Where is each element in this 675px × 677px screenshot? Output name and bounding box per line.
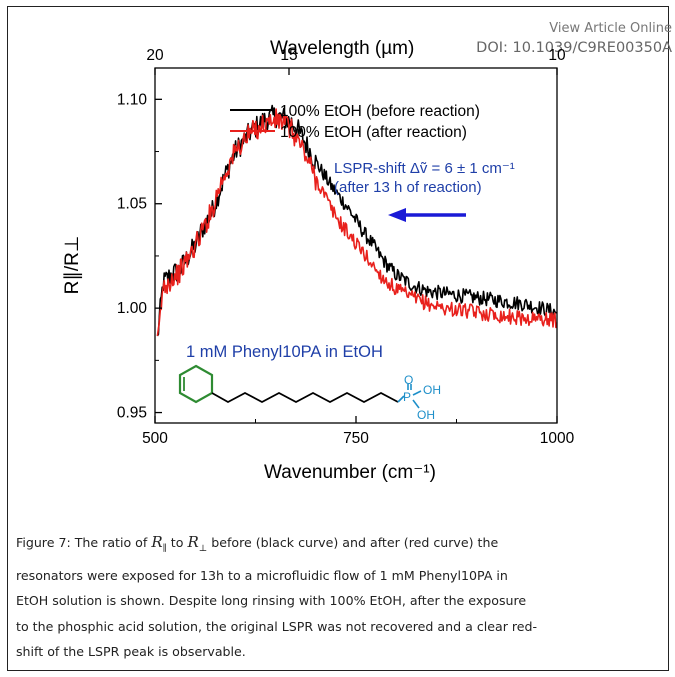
- y-tick-label: 1.10: [117, 91, 148, 108]
- x-tick-label: 500: [142, 430, 168, 447]
- x-axis-title: Wavenumber (cm⁻¹): [264, 462, 436, 483]
- lspr-shift-annotation: LSPR-shift Δṽ = 6 ± 1 cm⁻¹: [334, 160, 515, 177]
- x-tick-label: 1000: [540, 430, 575, 447]
- p-c-bond: [397, 395, 405, 403]
- p-oh-bond-1: [412, 390, 422, 396]
- r-perpendicular-symbol: R⊥: [187, 533, 208, 554]
- caption-line-2: resonators were exposed for 13h to a mic…: [16, 567, 508, 583]
- alkyl-chain: [211, 391, 399, 404]
- y-tick-label: 1.05: [117, 196, 147, 213]
- shift-arrowhead: [388, 208, 406, 222]
- legend-label-after: 100% EtOH (after reaction): [280, 124, 467, 141]
- caption-line-1: Figure 7: The ratio of R∥ to R⊥ before (…: [16, 533, 499, 554]
- top-tick-label: 15: [280, 47, 297, 64]
- lspr-ratio-chart: 500 750 1000 20 15 10 0.95 1.00 1.05 1.10 100% Et…: [62, 38, 575, 483]
- caption-line-5: shift of the LSPR peak is observable.: [16, 644, 246, 659]
- phosphorus-atom: P: [403, 390, 411, 404]
- molecule-label: 1 mM Phenyl10PA in EtOH: [186, 343, 383, 361]
- phenyl-ring-icon: [178, 364, 214, 404]
- r-parallel-symbol: R∥: [151, 533, 167, 554]
- view-article-online-link[interactable]: View Article Online: [549, 21, 672, 36]
- hydroxyl-group-2: OH: [417, 408, 435, 422]
- figure-caption: Figure 7: The ratio of R∥ to R⊥ before (…: [16, 530, 660, 665]
- p-oh-bond-2: [412, 399, 420, 409]
- phosphonic-oxygen: O: [404, 373, 413, 387]
- legend-label-before: 100% EtOH (before reaction): [280, 103, 480, 120]
- caption-line-1-tail: before (black curve) and after (red curv…: [207, 535, 499, 550]
- y-axis-title: R∥/R⊥: [62, 236, 83, 295]
- doi-link[interactable]: DOI: 10.1039/C9RE00350A: [476, 40, 672, 56]
- reaction-time-annotation: (after 13 h of reaction): [334, 179, 482, 196]
- top-axis-title: Wavelength (µm): [270, 38, 414, 59]
- hydroxyl-group-1: OH: [423, 383, 441, 397]
- top-tick-label: 20: [146, 47, 164, 64]
- top-tick-label: 10: [548, 47, 566, 64]
- chart-legend: 100% EtOH (before reaction) 100% EtOH (a…: [230, 103, 480, 141]
- y-tick-label: 0.95: [117, 405, 147, 422]
- y-tick-label: 1.00: [117, 300, 148, 317]
- caption-line-3: EtOH solution is shown. Despite long rin…: [16, 593, 527, 608]
- phenyl10pa-structure: O P OH OH: [178, 364, 441, 422]
- caption-line-4: to the phosphic acid solution, the origi…: [16, 618, 538, 634]
- x-tick-label: 750: [343, 430, 369, 447]
- figure-frame: [7, 6, 669, 671]
- series-line-after-reaction: [156, 108, 558, 337]
